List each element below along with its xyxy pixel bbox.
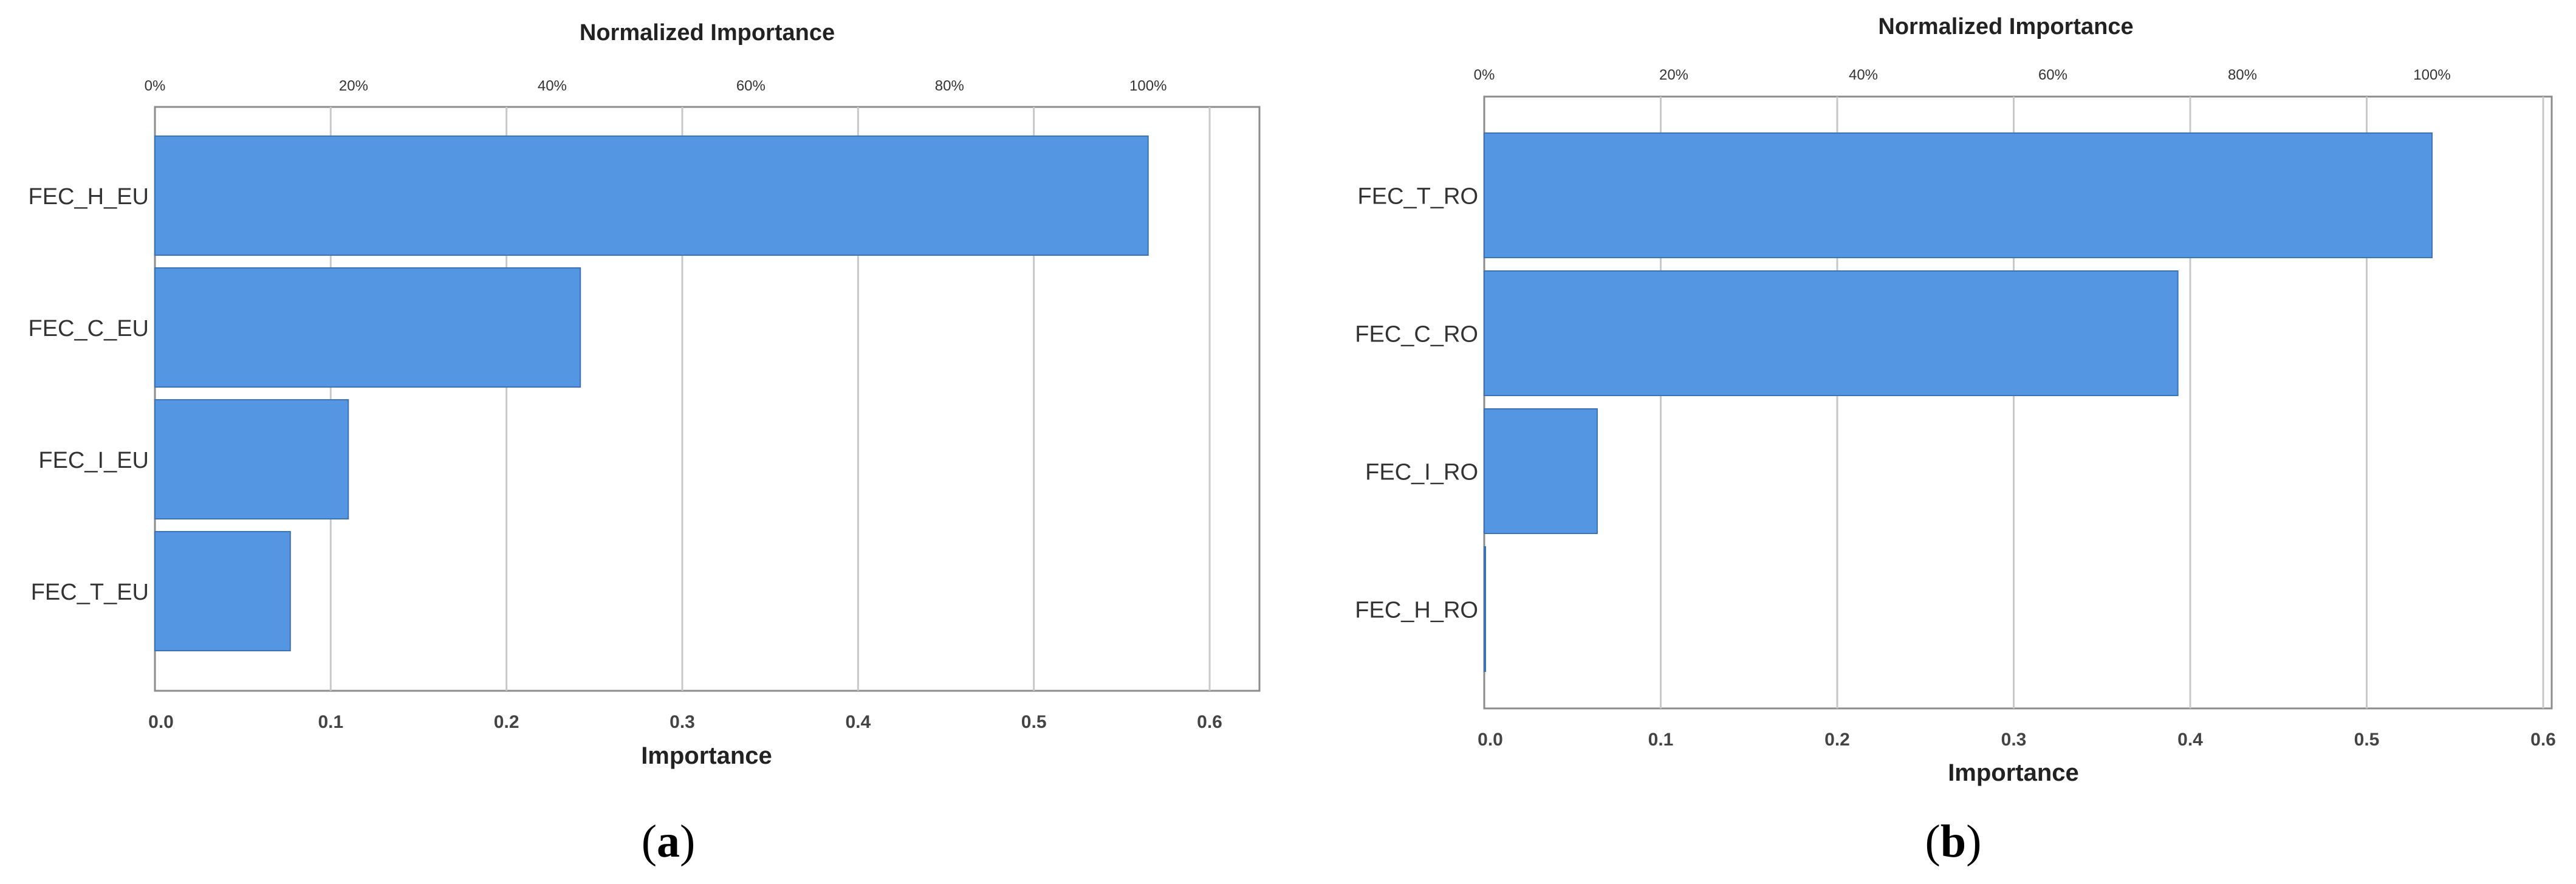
panel-b-bar [1484,270,2179,396]
panel-a-plot-frame [154,106,1261,692]
panel-a-bar [154,267,581,388]
panel-a-category-label: FEC_I_EU [38,448,149,473]
panel-a-x-tick-label: 0.5 [1021,712,1047,732]
panel-a-chart: FEC_H_EU FEC_C_EU FEC_I_EU FEC_T_EU 0.0 0.1 0.… [29,20,1261,867]
panel-a-title: Normalized Importance [580,20,835,46]
panel-b-category-label: FEC_C_RO [1355,322,1478,348]
panel-b-bar [1484,132,2433,258]
panel-b-top-tick-label: 80% [2228,67,2257,83]
panel-a-x-axis-label: Importance [641,742,772,769]
panel-b-title: Normalized Importance [1878,14,2133,39]
panel-a-x-tick-label: 0.0 [148,712,174,732]
panel-a-bar [154,399,349,519]
panel-b-x-tick-label: 0.0 [1478,730,1503,750]
panel-b-x-tick-label: 0.3 [2001,730,2027,750]
panel-b-x-axis-label: Importance [1948,759,2079,786]
panel-a-category-label: FEC_T_EU [31,580,149,605]
panel-b-x-tick-label: 0.2 [1824,730,1850,750]
panel-a-bar [154,531,291,651]
panel-b-category-label: FEC_I_RO [1365,460,1478,485]
panel-a-x-tick-label: 0.4 [845,712,871,732]
panel-b-top-tick-label: 20% [1659,67,1688,83]
panel-b-top-tick-label: 0% [1474,67,1495,83]
panel-b-top-tick-label: 100% [2413,67,2450,83]
panel-a-top-tick-label: 40% [538,78,567,94]
panel-a-panel-label: (a) [642,816,696,867]
panel-b-bar [1484,546,1486,672]
panel-b-bar [1484,408,1598,534]
panel-a-x-tick-label: 0.6 [1197,712,1222,732]
panel-a-x-tick-label: 0.1 [318,712,343,732]
panel-a-bar [154,135,1149,256]
panel-b-top-tick-label: 60% [2038,67,2067,83]
panel-a-top-tick-label: 80% [935,78,964,94]
panel-b-x-tick-label: 0.6 [2530,730,2556,750]
panel-a-top-tick-label: 20% [339,78,368,94]
panel-a-top-tick-label: 60% [736,78,766,94]
panel-a-category-label: FEC_C_EU [29,316,149,341]
panel-b-top-tick-label: 40% [1849,67,1878,83]
panel-a-top-tick-label: 0% [145,78,166,94]
panel-b-category-label: FEC_H_RO [1355,598,1478,623]
panel-b-x-tick-label: 0.4 [2177,730,2203,750]
panel-a-x-tick-label: 0.2 [494,712,519,732]
panel-a-top-tick-label: 100% [1129,78,1166,94]
panel-a-x-tick-label: 0.3 [670,712,695,732]
panel-b-x-tick-label: 0.1 [1648,730,1674,750]
panel-b-panel-label: (b) [1925,816,1982,867]
panel-b-plot-frame [1483,95,2553,710]
panel-b-chart: FEC_T_RO FEC_C_RO FEC_I_RO FEC_H_RO 0.0 0.1 0.… [1355,14,2556,867]
panel-b-category-label: FEC_T_RO [1358,184,1478,210]
panel-b-x-tick-label: 0.5 [2354,730,2380,750]
panel-a-category-label: FEC_H_EU [29,184,149,210]
